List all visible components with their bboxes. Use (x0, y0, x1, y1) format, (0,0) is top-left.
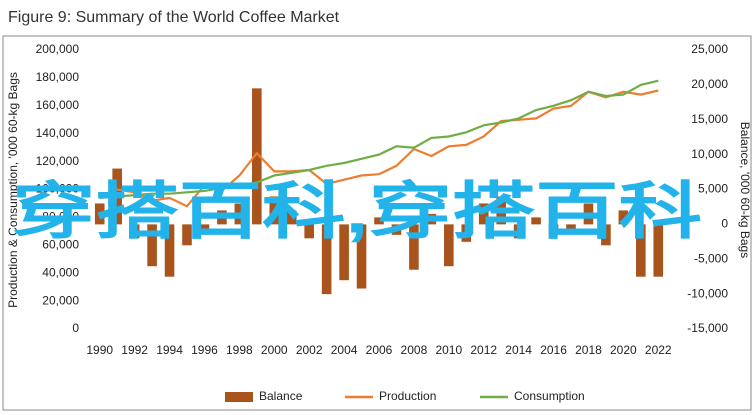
legend-swatch (225, 392, 253, 402)
legend-label: Consumption (514, 389, 585, 403)
y2-tick-label: 20,000 (691, 77, 728, 91)
bar (182, 224, 192, 246)
x-tick-label: 2020 (610, 343, 637, 357)
y-axis-label: Production & Consumption, '000 60-kg Bag… (6, 72, 20, 308)
y-tick-label: 20,000 (42, 293, 79, 307)
bar (461, 224, 472, 242)
bar (409, 224, 419, 270)
y-tick-label: 100,000 (36, 182, 80, 196)
y-tick-label: 160,000 (36, 98, 80, 112)
bar (286, 210, 297, 225)
bar (496, 196, 506, 225)
bar (391, 224, 402, 235)
x-tick-label: 2006 (366, 343, 393, 357)
bar (444, 224, 454, 267)
x-tick-label: 1998 (226, 343, 253, 357)
line (99, 89, 659, 208)
y-tick-label: 140,000 (36, 126, 80, 140)
y2-axis-label: Balance, '000 60-kg Bags (738, 122, 752, 258)
legend-label: Balance (259, 389, 303, 403)
x-tick-label: 2012 (470, 343, 497, 357)
x-tick-label: 2016 (540, 343, 567, 357)
bar (478, 203, 489, 225)
chart-title: Figure 9: Summary of the World Coffee Ma… (8, 9, 340, 26)
bar (321, 224, 332, 295)
bar (601, 224, 611, 246)
bar (234, 203, 245, 225)
x-tick-label: 1994 (156, 343, 183, 357)
bar (374, 217, 384, 225)
y2-tick-label: -10,000 (687, 286, 728, 300)
bar (147, 224, 157, 267)
y-tick-label: 180,000 (36, 70, 80, 84)
y-tick-label: 60,000 (42, 237, 79, 251)
bar (269, 196, 280, 225)
x-tick-label: 2004 (331, 343, 358, 357)
line (99, 79, 659, 199)
x-tick-label: 2000 (261, 343, 288, 357)
bar (164, 224, 175, 277)
bar (94, 203, 105, 225)
y-tick-label: 200,000 (36, 42, 80, 56)
bar (548, 224, 559, 235)
bar (653, 224, 664, 277)
y-tick-label: 40,000 (42, 265, 79, 279)
bar (129, 224, 140, 239)
x-tick-label: 2018 (575, 343, 602, 357)
bar (356, 224, 367, 289)
x-tick-label: 1992 (121, 343, 148, 357)
x-tick-label: 2010 (435, 343, 462, 357)
bar (636, 224, 646, 277)
bar (199, 224, 210, 232)
bar (217, 210, 227, 225)
y-tick-label: 120,000 (36, 154, 80, 168)
bar (583, 203, 594, 225)
y2-tick-label: 15,000 (691, 112, 728, 126)
y2-tick-label: 5,000 (698, 182, 728, 196)
y2-tick-label: 0 (721, 217, 728, 231)
watermark: 穿搭百科,穿搭百科 (12, 177, 702, 246)
y2-tick-label: -15,000 (687, 321, 728, 335)
x-tick-label: 1996 (191, 343, 218, 357)
bar (426, 213, 437, 225)
bar (304, 224, 314, 239)
legend-label: Production (379, 389, 436, 403)
bar (252, 88, 262, 225)
x-tick-label: 2014 (505, 343, 532, 357)
x-tick-label: 2008 (401, 343, 428, 357)
y2-tick-label: 25,000 (691, 42, 728, 56)
bar (531, 217, 541, 225)
x-tick-label: 2022 (645, 343, 672, 357)
bar (339, 224, 349, 281)
y2-tick-label: -5,000 (694, 251, 728, 265)
x-tick-label: 2002 (296, 343, 323, 357)
bar (618, 210, 629, 225)
frame (2, 35, 752, 411)
bar (513, 224, 524, 239)
bar (566, 224, 576, 232)
y-tick-label: 0 (72, 321, 79, 335)
y2-tick-label: 10,000 (691, 147, 728, 161)
y-tick-label: 80,000 (42, 210, 79, 224)
x-tick-label: 1990 (86, 343, 113, 357)
